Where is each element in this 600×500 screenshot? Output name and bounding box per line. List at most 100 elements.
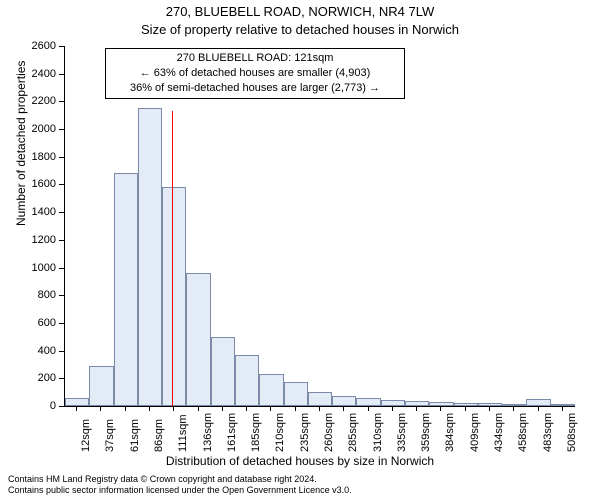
histogram-bar	[259, 374, 283, 406]
bar-slot	[308, 46, 332, 406]
bar-slot	[259, 46, 283, 406]
x-tick-mark	[392, 406, 393, 411]
histogram-bar	[308, 392, 332, 406]
bar-slot	[526, 46, 550, 406]
page-title-line2: Size of property relative to detached ho…	[0, 22, 600, 37]
bar-slot	[89, 46, 113, 406]
y-tick-label: 2200	[32, 95, 56, 107]
x-tick-label: 359sqm	[420, 413, 432, 452]
y-tick-label: 1400	[32, 206, 56, 218]
histogram-bar	[356, 398, 380, 406]
x-tick-mark	[246, 406, 247, 411]
y-tick-label: 200	[38, 372, 56, 384]
bar-slot	[186, 46, 210, 406]
x-tick-label: 409sqm	[469, 413, 481, 452]
bar-slot	[162, 46, 186, 406]
x-tick-label: 310sqm	[372, 413, 384, 452]
x-tick-label: 210sqm	[274, 413, 286, 452]
x-tick-label: 235sqm	[299, 413, 311, 452]
x-tick-label: 458sqm	[517, 413, 529, 452]
x-tick-label: 86sqm	[153, 419, 165, 452]
annotation-line1: 270 BLUEBELL ROAD: 121sqm	[112, 51, 398, 66]
bar-slot	[235, 46, 259, 406]
annotation-line2: ← 63% of detached houses are smaller (4,…	[112, 66, 398, 81]
attribution-footer: Contains HM Land Registry data © Crown c…	[8, 474, 352, 496]
x-tick-label: 61sqm	[129, 419, 141, 452]
x-tick-label: 136sqm	[202, 413, 214, 452]
bar-slot	[138, 46, 162, 406]
x-tick-mark	[343, 406, 344, 411]
x-tick-label: 37sqm	[104, 419, 116, 452]
y-tick-label: 1800	[32, 151, 56, 163]
bar-slot	[356, 46, 380, 406]
y-tick-label: 2600	[32, 40, 56, 52]
histogram-bar	[235, 355, 259, 406]
x-tick-label: 384sqm	[444, 413, 456, 452]
bar-slot	[429, 46, 453, 406]
x-tick-mark	[368, 406, 369, 411]
x-tick-mark	[100, 406, 101, 411]
y-tick-label: 1000	[32, 262, 56, 274]
histogram-bar	[332, 396, 356, 406]
x-tick-mark	[198, 406, 199, 411]
y-axis-ticks: 0200400600800100012001400160018002000220…	[0, 46, 64, 406]
y-tick-label: 400	[38, 345, 56, 357]
x-tick-mark	[416, 406, 417, 411]
footer-line2: Contains public sector information licen…	[8, 485, 352, 496]
histogram-bar	[114, 173, 138, 406]
x-tick-mark	[295, 406, 296, 411]
x-tick-mark	[489, 406, 490, 411]
annotation-box: 270 BLUEBELL ROAD: 121sqm ← 63% of detac…	[105, 48, 405, 99]
bar-slot	[381, 46, 405, 406]
x-tick-label: 285sqm	[347, 413, 359, 452]
page-title-line1: 270, BLUEBELL ROAD, NORWICH, NR4 7LW	[0, 4, 600, 19]
y-tick-label: 1600	[32, 178, 56, 190]
x-tick-mark	[222, 406, 223, 411]
histogram-bar	[211, 337, 235, 406]
x-tick-label: 161sqm	[226, 413, 238, 452]
x-tick-label: 260sqm	[323, 413, 335, 452]
x-tick-mark	[465, 406, 466, 411]
x-axis-label: Distribution of detached houses by size …	[0, 454, 600, 468]
histogram-bar	[65, 398, 89, 406]
histogram-bar	[526, 399, 550, 406]
annotation-line3: 36% of semi-detached houses are larger (…	[112, 81, 398, 96]
bars-group	[65, 46, 575, 406]
x-tick-mark	[270, 406, 271, 411]
y-tick-label: 2400	[32, 68, 56, 80]
y-tick-label: 600	[38, 317, 56, 329]
bar-slot	[284, 46, 308, 406]
x-tick-mark	[440, 406, 441, 411]
reference-line	[172, 111, 173, 406]
chart-container: 270, BLUEBELL ROAD, NORWICH, NR4 7LW Siz…	[0, 0, 600, 500]
x-tick-mark	[173, 406, 174, 411]
y-tick-label: 0	[50, 400, 56, 412]
bar-slot	[114, 46, 138, 406]
x-tick-mark	[149, 406, 150, 411]
histogram-bar	[186, 273, 210, 406]
y-tick-label: 800	[38, 289, 56, 301]
bar-slot	[551, 46, 575, 406]
histogram-bar	[162, 187, 186, 406]
y-tick-label: 1200	[32, 234, 56, 246]
x-tick-label: 508sqm	[566, 413, 578, 452]
x-tick-label: 12sqm	[80, 419, 92, 452]
x-tick-mark	[319, 406, 320, 411]
bar-slot	[65, 46, 89, 406]
plot-area: 270 BLUEBELL ROAD: 121sqm ← 63% of detac…	[64, 46, 575, 407]
x-tick-label: 483sqm	[542, 413, 554, 452]
bar-slot	[332, 46, 356, 406]
x-tick-label: 185sqm	[250, 413, 262, 452]
bar-slot	[211, 46, 235, 406]
x-tick-mark	[125, 406, 126, 411]
bar-slot	[405, 46, 429, 406]
x-tick-label: 111sqm	[177, 414, 189, 452]
footer-line1: Contains HM Land Registry data © Crown c…	[8, 474, 352, 485]
x-tick-label: 434sqm	[493, 413, 505, 452]
bar-slot	[454, 46, 478, 406]
x-tick-mark	[562, 406, 563, 411]
bar-slot	[478, 46, 502, 406]
y-tick-label: 2000	[32, 123, 56, 135]
x-tick-mark	[76, 406, 77, 411]
bar-slot	[502, 46, 526, 406]
